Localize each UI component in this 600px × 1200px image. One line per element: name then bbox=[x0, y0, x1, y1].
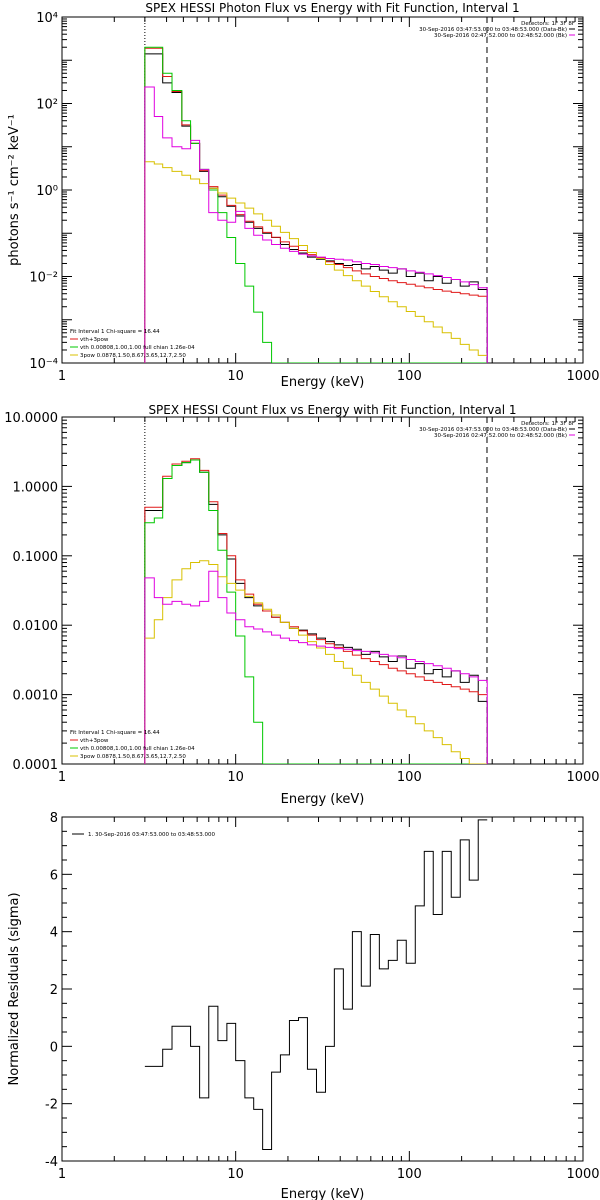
legend-topright-line: 30-Sep-2016 02:47:52.000 to 02:48:52.000… bbox=[434, 33, 567, 39]
x-tick-label: 10 bbox=[227, 369, 244, 384]
y-tick-label: 0.0001 bbox=[13, 758, 59, 773]
legend-bottomleft-line: vth+3pow bbox=[80, 337, 109, 343]
chart-title: SPEX HESSI Photon Flux vs Energy with Fi… bbox=[145, 1, 519, 15]
legend-bottomleft-line: 3pow 0.0878,1.50,8.67,3.65,12.7,2.50 bbox=[80, 754, 186, 760]
x-tick-label: 100 bbox=[397, 770, 422, 785]
x-axis-label: Energy (keV) bbox=[281, 375, 365, 390]
x-tick-label: 1 bbox=[58, 770, 66, 785]
y-tick-label: 2 bbox=[50, 983, 58, 998]
x-tick-label: 1 bbox=[58, 1167, 66, 1182]
y-axis-label: Normalized Residuals (sigma) bbox=[7, 892, 22, 1085]
series-0 bbox=[144, 53, 488, 363]
y-tick-label: 0.0010 bbox=[13, 689, 59, 704]
series-4 bbox=[144, 86, 488, 363]
plot-frame bbox=[61, 816, 584, 1162]
legend-topright-line: 30-Sep-2016 02:47:52.000 to 02:48:52.000… bbox=[434, 433, 567, 439]
y-tick-label: 0.0100 bbox=[13, 619, 59, 634]
series-vth bbox=[144, 459, 488, 764]
y-tick-label: 6 bbox=[50, 868, 58, 883]
series-3pow bbox=[144, 161, 488, 363]
x-tick-label: 100 bbox=[397, 1167, 422, 1182]
y-tick-label: 10.0000 bbox=[4, 411, 58, 426]
x-axis-label: Energy (keV) bbox=[281, 1187, 365, 1200]
legend-bottomleft-line: vth 0.00808,1.00,1.00 full chian 1.26e-0… bbox=[80, 746, 195, 752]
legend-bottomleft-line: vth+3pow bbox=[80, 738, 109, 744]
legend-bottomleft-line: 3pow 0.0878,1.50,8.67,3.65,12.7,2.50 bbox=[80, 353, 186, 359]
legend-line: 1. 30-Sep-2016 03:47:53.000 to 03:48:53.… bbox=[88, 832, 215, 838]
series-0 bbox=[144, 459, 488, 764]
x-axis-label: Energy (keV) bbox=[281, 792, 365, 807]
y-tick-label: -4 bbox=[45, 1155, 58, 1170]
x-tick-label: 1 bbox=[58, 369, 66, 384]
plot-frame bbox=[61, 16, 584, 364]
y-tick-label: 1.0000 bbox=[13, 480, 59, 495]
chart-panel-2: SPEX HESSI Count Flux vs Energy with Fit… bbox=[4, 403, 599, 807]
y-tick-label: -2 bbox=[45, 1098, 58, 1113]
plot-frame bbox=[61, 416, 584, 765]
series-vth bbox=[144, 46, 488, 363]
legend-topright-line: Detectors: 1F 3F 8F bbox=[521, 21, 575, 27]
legend-bottomleft-line: vth 0.00808,1.00,1.00 full chian 1.26e-0… bbox=[80, 345, 195, 351]
y-tick-label: 10⁰ bbox=[36, 184, 58, 199]
legend-bottomleft-line: Fit Interval 1 Chi-square = 16.44 bbox=[70, 329, 160, 335]
y-tick-label: 0.1000 bbox=[13, 550, 59, 565]
y-tick-label: 8 bbox=[50, 811, 58, 826]
legend-topright-line: 30-Sep-2016 03:47:53.000 to 03:48:53.000… bbox=[419, 427, 567, 433]
x-tick-label: 1000 bbox=[566, 369, 599, 384]
x-tick-label: 100 bbox=[397, 369, 422, 384]
x-tick-label: 10 bbox=[227, 770, 244, 785]
y-axis-label: photons s⁻¹ cm⁻² keV⁻¹ bbox=[7, 114, 22, 266]
y-tick-label: 10⁴ bbox=[36, 11, 58, 26]
y-tick-label: 10² bbox=[36, 98, 58, 113]
series-0 bbox=[144, 819, 488, 1151]
y-tick-label: 10⁻² bbox=[29, 271, 58, 286]
x-tick-label: 1000 bbox=[566, 770, 599, 785]
legend-topright-line: 30-Sep-2016 03:47:53.000 to 03:48:53.000… bbox=[419, 27, 567, 33]
legend-bottomleft-line: Fit Interval 1 Chi-square = 16.44 bbox=[70, 730, 160, 736]
series-4 bbox=[144, 570, 488, 764]
y-tick-label: 10⁻⁴ bbox=[29, 357, 58, 372]
legend-topright-line: Detectors: 1F 3F 8F bbox=[521, 421, 575, 427]
x-tick-label: 1000 bbox=[566, 1167, 599, 1182]
series-3pow bbox=[144, 560, 488, 764]
chart-panel-3: 1 10 100 1000 -4 -2 0 2 4 6 8 Energy (keV) Normalize… bbox=[7, 811, 600, 1200]
series-vth-3pow bbox=[144, 458, 488, 764]
y-tick-label: 4 bbox=[50, 926, 58, 941]
chart-title: SPEX HESSI Count Flux vs Energy with Fit… bbox=[148, 403, 516, 417]
y-tick-label: 0 bbox=[50, 1040, 58, 1055]
x-tick-label: 10 bbox=[227, 1167, 244, 1182]
series-vth-3pow bbox=[144, 47, 488, 363]
chart-panel-1: SPEX HESSI Photon Flux vs Energy with Fi… bbox=[7, 1, 600, 390]
